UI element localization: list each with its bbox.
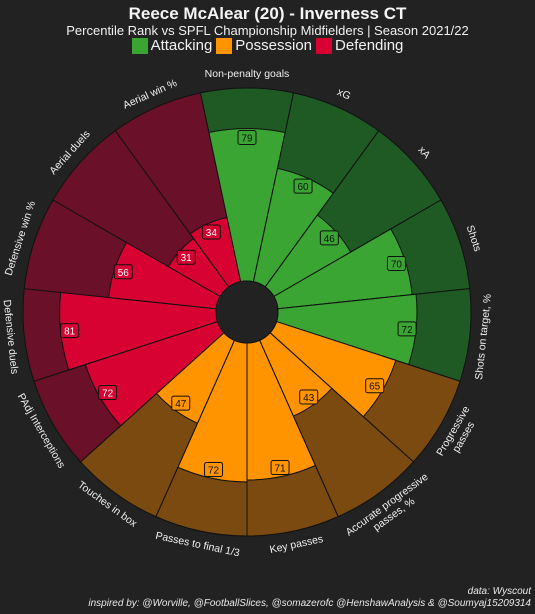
category-label-shots: Shots [464,224,484,253]
legend-swatch-possession [216,37,233,54]
value-label-shots: 70 [391,259,403,270]
value-box-defensive-win [113,264,133,280]
value-label-xg: 60 [297,182,309,193]
value-box-shots-on-target [397,321,417,337]
value-label-defensive-win: 56 [118,268,130,279]
legend-item-attacking: Attacking [131,37,213,54]
legend-swatch-defending [316,37,333,54]
value-box-key-passes [270,460,290,476]
value-box-shots [386,255,406,271]
value-box-aerial-duels [176,249,196,265]
value-label-shots-on-target: 72 [402,325,414,336]
value-box-accurate-progressive-passes [299,389,319,405]
legend-item-defending: Defending [316,37,403,54]
value-label-touches-in-box: 47 [175,399,187,410]
value-box-xa [319,230,339,246]
value-box-passes-to-final-1-3 [204,461,224,477]
credits-note: inspired by: @Worville, @FootballSlices,… [88,598,531,609]
value-label-progressive-passes: 65 [369,382,381,393]
legend-item-possession: Possession [216,37,312,54]
value-box-xg [293,178,313,194]
value-label-padj-interceptions: 72 [102,388,114,399]
value-label-key-passes: 71 [275,464,287,475]
category-label-shots-on-target: Shots on target, % [473,293,494,380]
value-box-progressive-passes [365,378,385,394]
chart-legend: Attacking Possession Defending [0,37,535,54]
value-box-touches-in-box [171,395,191,411]
chart-subtitle: Percentile Rank vs SPFL Championship Mid… [66,23,469,38]
value-label-aerial-duels: 31 [181,253,193,264]
data-source-note: data: Wyscout [467,586,531,597]
legend-label-attacking: Attacking [150,37,213,54]
value-label-defensive-duels: 81 [64,327,76,338]
value-box-padj-interceptions [98,384,118,400]
value-box-aerial-win [201,224,221,240]
value-label-passes-to-final-1-3: 72 [208,465,220,476]
category-label-defensive-duels: Defensive duels [1,299,21,375]
category-label-key-passes: Key passes [269,533,325,556]
legend-swatch-attacking [131,37,148,54]
legend-label-defending: Defending [335,37,404,54]
value-label-aerial-win: 34 [206,228,218,239]
category-label-non-penalty-goals: Non-penalty goals [205,68,290,80]
legend-label-possession: Possession [235,37,313,54]
value-label-xa: 46 [324,234,336,245]
chart-title: Reece McAlear (20) - Inverness CT [128,4,407,23]
value-label-accurate-progressive-passes: 43 [303,393,315,404]
value-label-non-penalty-goals: 79 [241,134,253,145]
center-hole [215,280,279,344]
category-label-xg: xG [335,86,352,102]
value-box-non-penalty-goals [237,130,257,146]
value-box-defensive-duels [60,323,80,339]
category-label-xa: xA [415,144,432,161]
